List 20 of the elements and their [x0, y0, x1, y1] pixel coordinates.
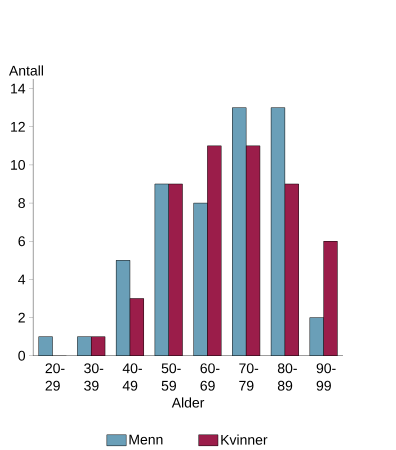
- legend-label: Menn: [130, 434, 163, 445]
- y-tick-label: 12: [11, 122, 26, 132]
- y-tick-label: 2: [18, 312, 26, 322]
- x-tick-label: 50-59: [162, 363, 181, 391]
- x-axis-title: Alder: [172, 397, 204, 408]
- x-tick-label: 20-29: [46, 363, 65, 391]
- y-tick-label: 6: [18, 236, 26, 246]
- y-tick-label: 10: [11, 160, 26, 170]
- y-tick-label: 4: [18, 274, 26, 284]
- legend-label: Kvinner: [222, 434, 268, 445]
- y-tick-label: 8: [18, 198, 26, 208]
- y-tick-label: 14: [11, 84, 26, 94]
- x-tick-label: 40-49: [122, 363, 142, 391]
- x-tick-label: 90-99: [316, 363, 336, 391]
- x-tick-label: 60-69: [200, 363, 220, 391]
- y-axis-title: Antall: [9, 65, 44, 76]
- x-tick-label: 70-79: [240, 363, 258, 391]
- x-tick-label: 30-39: [84, 363, 104, 391]
- y-tick-label: 0: [18, 350, 26, 361]
- x-tick-label: 80-89: [278, 363, 298, 391]
